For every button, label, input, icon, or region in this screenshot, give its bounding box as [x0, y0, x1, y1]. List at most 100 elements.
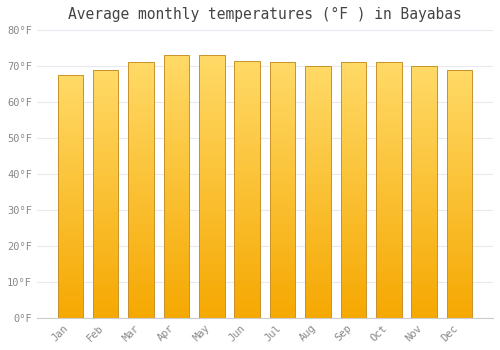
Bar	[234, 212, 260, 215]
Bar	[58, 166, 83, 169]
Bar	[447, 299, 472, 302]
Bar	[58, 296, 83, 300]
Bar	[340, 229, 366, 232]
Bar	[58, 163, 83, 166]
Bar	[58, 209, 83, 212]
Bar	[412, 145, 437, 148]
Bar	[234, 112, 260, 115]
Bar	[164, 213, 189, 216]
Bar	[234, 99, 260, 103]
Bar	[270, 286, 295, 289]
Bar	[128, 193, 154, 197]
Bar	[234, 295, 260, 299]
Bar	[270, 225, 295, 229]
Bar	[93, 306, 118, 309]
Bar	[306, 286, 331, 289]
Bar	[93, 309, 118, 312]
Bar	[234, 286, 260, 289]
Bar	[164, 265, 189, 269]
Bar	[199, 75, 224, 78]
Bar	[128, 107, 154, 110]
Bar	[340, 216, 366, 219]
Bar	[234, 61, 260, 64]
Bar	[164, 210, 189, 213]
Bar	[306, 66, 331, 318]
Bar	[340, 181, 366, 184]
Bar	[340, 264, 366, 267]
Bar	[199, 114, 224, 118]
Bar	[306, 88, 331, 91]
Bar	[164, 127, 189, 131]
Bar	[199, 196, 224, 200]
Bar	[340, 126, 366, 130]
Bar	[270, 130, 295, 133]
Bar	[128, 82, 154, 85]
Bar	[93, 144, 118, 147]
Bar	[447, 191, 472, 194]
Bar	[234, 103, 260, 106]
Bar	[164, 105, 189, 108]
Bar	[270, 62, 295, 318]
Bar	[58, 245, 83, 248]
Bar	[93, 290, 118, 293]
Bar	[128, 181, 154, 184]
Bar	[270, 85, 295, 88]
Bar	[412, 164, 437, 167]
Bar	[199, 229, 224, 232]
Bar	[93, 70, 118, 73]
Bar	[270, 292, 295, 295]
Bar	[376, 206, 402, 209]
Bar	[412, 79, 437, 82]
Bar	[58, 148, 83, 151]
Bar	[199, 259, 224, 262]
Bar	[128, 216, 154, 219]
Bar	[447, 122, 472, 126]
Bar	[199, 157, 224, 160]
Bar	[58, 285, 83, 287]
Bar	[128, 174, 154, 177]
Bar	[270, 120, 295, 123]
Bar	[447, 212, 472, 216]
Bar	[270, 146, 295, 149]
Bar	[412, 173, 437, 176]
Bar	[447, 94, 472, 98]
Bar	[199, 55, 224, 58]
Bar	[306, 252, 331, 255]
Bar	[199, 105, 224, 108]
Bar	[447, 237, 472, 240]
Bar	[128, 248, 154, 251]
Bar	[164, 203, 189, 206]
Bar	[58, 160, 83, 163]
Bar	[234, 154, 260, 157]
Bar	[270, 283, 295, 286]
Bar	[234, 141, 260, 144]
Bar	[128, 62, 154, 66]
Bar	[306, 182, 331, 186]
Bar	[164, 121, 189, 124]
Bar	[93, 250, 118, 253]
Bar	[93, 101, 118, 104]
Bar	[199, 282, 224, 285]
Bar	[93, 88, 118, 91]
Bar	[376, 164, 402, 168]
Bar	[128, 104, 154, 107]
Bar	[164, 288, 189, 292]
Bar	[376, 152, 402, 155]
Bar	[93, 150, 118, 153]
Bar	[270, 78, 295, 82]
Bar	[306, 201, 331, 204]
Bar	[128, 69, 154, 72]
Bar	[447, 144, 472, 147]
Bar	[58, 114, 83, 118]
Bar	[412, 182, 437, 186]
Bar	[234, 196, 260, 199]
Bar	[376, 200, 402, 203]
Bar	[376, 273, 402, 276]
Bar	[306, 255, 331, 258]
Bar	[376, 120, 402, 123]
Bar	[58, 78, 83, 81]
Bar	[93, 253, 118, 256]
Bar	[412, 239, 437, 242]
Bar	[164, 118, 189, 121]
Bar	[447, 194, 472, 197]
